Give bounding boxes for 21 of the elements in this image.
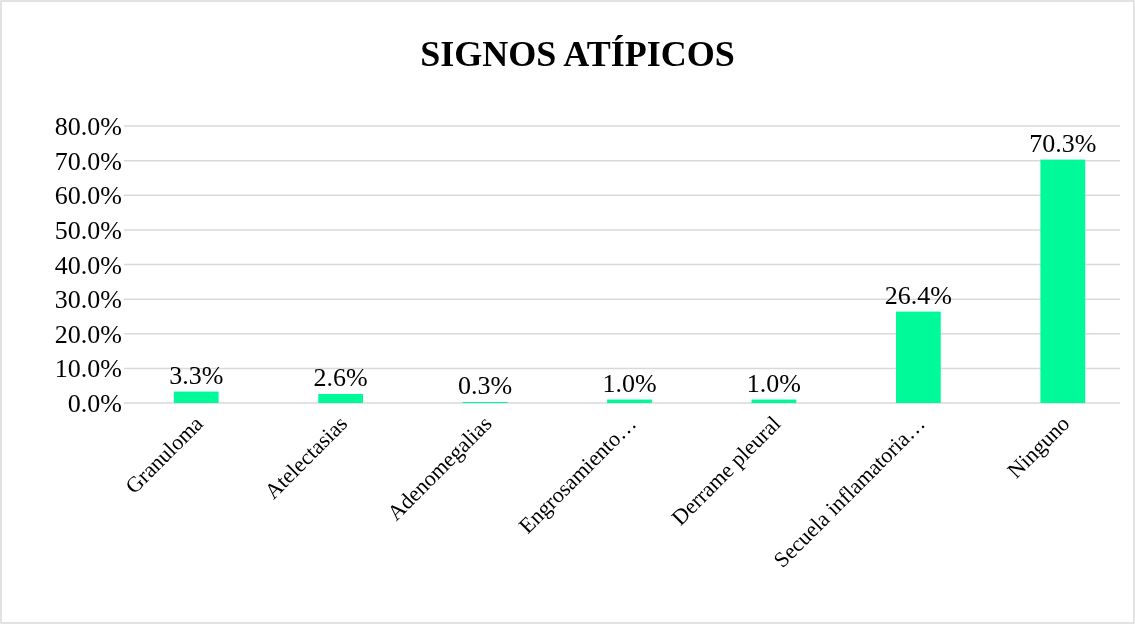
y-tick-label: 20.0% — [54, 319, 122, 349]
bar — [895, 311, 941, 403]
data-label: 70.3% — [1029, 128, 1097, 158]
data-label: 26.4% — [884, 280, 952, 310]
bar — [1040, 159, 1086, 403]
chart-title: SIGNOS ATÍPICOS — [420, 34, 735, 74]
bar — [318, 394, 364, 403]
bar — [173, 391, 219, 403]
y-tick-label: 40.0% — [54, 250, 122, 280]
data-label: 3.3% — [169, 360, 224, 390]
data-label: 0.3% — [457, 370, 513, 400]
data-label: 2.6% — [313, 363, 368, 392]
y-tick-label: 60.0% — [54, 181, 122, 211]
data-label: 1.0% — [746, 368, 802, 398]
y-tick-label: 80.0% — [54, 112, 122, 142]
y-tick-label: 10.0% — [54, 354, 122, 384]
y-tick-label: 70.0% — [54, 146, 122, 176]
y-tick-label: 30.0% — [54, 285, 122, 315]
y-tick-label: 50.0% — [54, 215, 122, 245]
y-tick-label: 0.0% — [67, 389, 122, 419]
data-label: 1.0% — [602, 368, 657, 398]
